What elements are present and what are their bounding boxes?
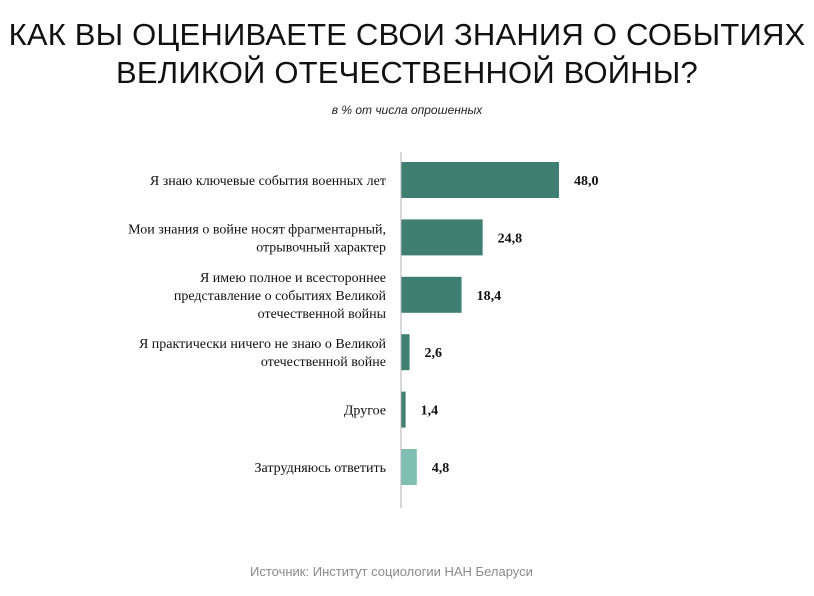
bar	[401, 449, 417, 485]
chart-title-line-2: ВЕЛИКОЙ ОТЕЧЕСТВЕННОЙ ВОЙНЫ?	[116, 55, 698, 90]
category-label: Мои знания о войне носят фрагментарный, о…	[128, 222, 386, 255]
category-label: Другое	[344, 404, 386, 419]
category-label-line: отрывочный характер	[256, 240, 386, 255]
bar	[401, 162, 559, 198]
chart-title: КАК ВЫ ОЦЕНИВАЕТЕ СВОИ ЗНАНИЯ О СОБЫТИЯХ…	[0, 16, 814, 92]
value-label: 4,8	[432, 461, 450, 476]
category-label-line: Мои знания о войне носят фрагментарный,	[128, 222, 386, 237]
category-label-line: Другое	[344, 404, 386, 419]
bar	[401, 219, 483, 256]
category-label-line: Я знаю ключевые события военных лет	[150, 174, 386, 189]
category-label-line: представление о событиях Великой	[174, 289, 387, 304]
value-label: 1,4	[421, 404, 439, 419]
chart-title-line-1: КАК ВЫ ОЦЕНИВАЕТЕ СВОИ ЗНАНИЯ О СОБЫТИЯХ	[8, 17, 806, 52]
category-label-line: Я имею полное и всестороннее	[200, 271, 386, 286]
bar	[401, 334, 410, 371]
category-label-line: отечественной войне	[261, 355, 386, 370]
category-label: Я практически ничего не знаю о Великой от…	[139, 337, 387, 370]
source-note: Источник: Институт социологии НАН Белару…	[250, 564, 533, 579]
bar	[401, 276, 462, 313]
category-label-line: отечественной войны	[258, 307, 387, 322]
value-label: 24,8	[498, 231, 522, 246]
bars-group: 48,0 Я знаю ключевые события военных лет 2…	[128, 162, 599, 485]
category-label-line: Я практически ничего не знаю о Великой	[139, 337, 387, 352]
value-label: 2,6	[425, 346, 443, 361]
value-label: 48,0	[574, 174, 599, 189]
chart-subtitle: в % от числа опрошенных	[331, 103, 483, 117]
category-label: Я имею полное и всестороннее представлени…	[174, 271, 387, 322]
category-label-line: Затрудняюсь ответить	[255, 461, 387, 476]
bar	[401, 391, 406, 428]
category-label: Я знаю ключевые события военных лет	[150, 174, 386, 189]
value-label: 18,4	[477, 289, 502, 304]
category-label: Затрудняюсь ответить	[255, 461, 387, 476]
